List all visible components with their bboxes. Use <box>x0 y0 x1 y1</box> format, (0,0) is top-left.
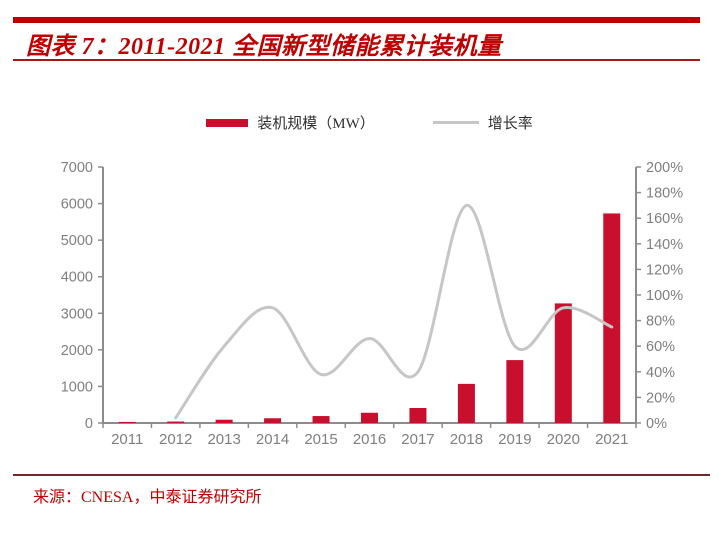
line-series-swatch <box>432 121 479 124</box>
x-axis-label: 2012 <box>159 431 192 448</box>
right-axis-label: 180% <box>646 186 683 202</box>
right-axis-label: 40% <box>646 365 675 381</box>
x-axis-label: 2021 <box>595 431 628 448</box>
bar-2020 <box>554 303 572 423</box>
legend-item-installed-capacity: 装机规模（MW） <box>206 112 375 133</box>
x-axis-label: 2017 <box>401 431 434 448</box>
right-axis-label: 0% <box>646 416 667 432</box>
x-axis-label: 2020 <box>547 431 580 448</box>
left-axis-label: 3000 <box>61 306 93 322</box>
legend-label-installed-capacity: 装机规模（MW） <box>257 116 375 132</box>
x-axis-label: 2019 <box>498 431 531 448</box>
chart-legend: 装机规模（MW） 增长率 <box>103 112 636 133</box>
right-axis-label: 60% <box>646 339 675 355</box>
title-top-rule <box>13 17 700 23</box>
left-axis-label: 6000 <box>61 197 93 213</box>
bar-2012 <box>167 421 185 423</box>
right-axis-label: 200% <box>646 160 683 176</box>
left-axis-label: 2000 <box>61 343 93 359</box>
bar-2014 <box>264 418 282 423</box>
x-axis-label: 2016 <box>353 431 386 448</box>
bar-series-swatch <box>206 118 249 127</box>
bar-2017 <box>409 408 427 423</box>
bar-2011 <box>118 421 136 423</box>
bar-2019 <box>506 360 524 423</box>
left-axis-label: 7000 <box>61 160 93 176</box>
bar-series <box>118 213 621 423</box>
right-axis-label: 80% <box>646 314 675 330</box>
x-axis-label: 2018 <box>450 431 483 448</box>
x-axis-label: 2011 <box>111 431 143 448</box>
right-axis-label: 20% <box>646 390 675 406</box>
left-axis-label: 5000 <box>61 233 93 249</box>
bar-2013 <box>215 419 233 423</box>
bar-2021 <box>603 213 621 423</box>
source-text: 来源：CNESA，中泰证券研究所 <box>33 489 262 506</box>
left-axis-label: 0 <box>85 416 93 432</box>
title-underline <box>13 59 700 61</box>
bar-2016 <box>361 412 378 423</box>
chart-title: 图表 7：2011-2021 全国新型储能累计装机量 <box>26 34 502 60</box>
growth-line-path <box>174 203 614 420</box>
right-axis-label: 120% <box>646 262 683 278</box>
legend-label-growth-rate: 增长率 <box>487 116 533 132</box>
x-axis-label: 2013 <box>207 431 240 448</box>
left-axis-label: 4000 <box>61 270 93 286</box>
bar-2015 <box>312 416 330 423</box>
x-axis-label: 2014 <box>256 431 289 448</box>
legend-item-growth-rate: 增长率 <box>432 112 533 133</box>
right-axis-label: 140% <box>646 237 683 253</box>
left-axis-label: 1000 <box>61 379 93 395</box>
right-axis-label: 160% <box>646 211 683 227</box>
right-axis-label: 100% <box>646 288 683 304</box>
footer-rule <box>13 474 710 476</box>
bar-2018 <box>457 383 475 423</box>
x-axis-label: 2015 <box>304 431 337 448</box>
